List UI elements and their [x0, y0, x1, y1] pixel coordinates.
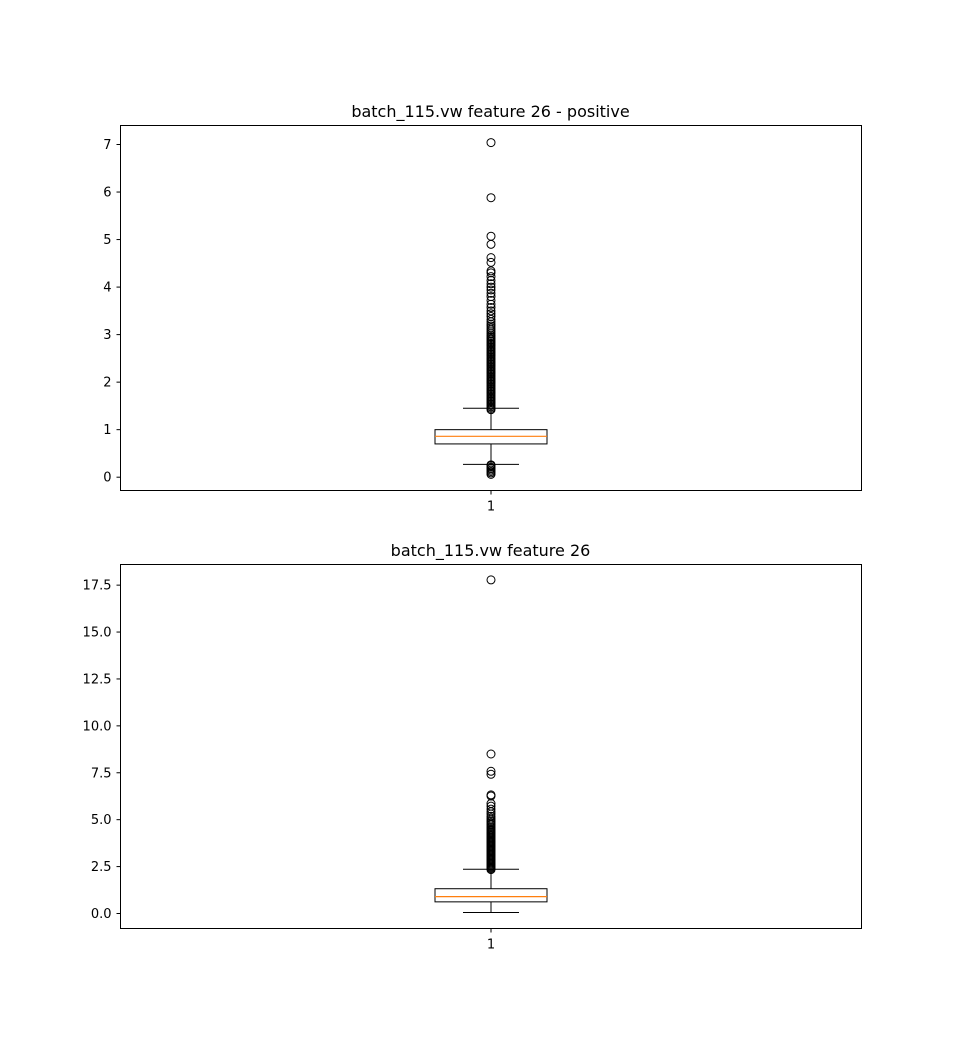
- y-tick-label: 5.0: [91, 813, 112, 828]
- outlier-point: [486, 288, 496, 298]
- y-tick-label: 12.5: [83, 672, 112, 687]
- y-tick-label: 10.0: [83, 719, 112, 734]
- outlier-point: [486, 303, 496, 313]
- x-tick-label: 1: [487, 500, 495, 515]
- y-tick-label: 0.0: [91, 907, 112, 922]
- outlier-point: [486, 460, 496, 470]
- y-tick-label: 5: [103, 233, 111, 248]
- outlier-point: [486, 295, 496, 305]
- y-tick-label: 15.0: [83, 626, 112, 641]
- outlier-point: [486, 266, 496, 276]
- y-tick-label: 7.5: [91, 766, 112, 781]
- outlier-point: [486, 282, 496, 292]
- outlier-point: [486, 193, 496, 203]
- outlier-point: [486, 804, 496, 814]
- y-tick-label: 3: [103, 328, 111, 343]
- outlier-point: [486, 312, 496, 322]
- chart-positive: batch_115.vw feature 26 - positive 0 1 2 3 4…: [103, 102, 862, 515]
- outlier-point: [486, 811, 496, 821]
- outlier-point: [486, 285, 496, 295]
- outlier-point: [486, 257, 496, 267]
- y-tick-label: 6: [103, 186, 111, 201]
- chart-title: batch_115.vw feature 26: [391, 541, 591, 561]
- plot-frame: [120, 125, 862, 491]
- outlier-point: [486, 231, 496, 241]
- outlier-point: [486, 801, 496, 811]
- outlier-point: [486, 749, 496, 759]
- box-iqr: [434, 888, 548, 903]
- outlier-point: [486, 306, 496, 316]
- outlier-point: [486, 253, 496, 263]
- outlier-point: [486, 292, 496, 302]
- outlier-point: [486, 575, 496, 585]
- y-tick-label: 2.5: [91, 860, 112, 875]
- y-tick-label: 2: [103, 376, 111, 391]
- x-tick-label: 1: [487, 938, 495, 953]
- outlier-point: [486, 272, 496, 282]
- outlier-point: [486, 766, 496, 776]
- y-tick-label: 7: [103, 138, 111, 153]
- outlier-point: [486, 279, 496, 289]
- outlier-point: [486, 239, 496, 249]
- outlier-point: [486, 138, 496, 148]
- y-tick-label: 1: [103, 423, 111, 438]
- outlier-point: [486, 314, 496, 324]
- chart-title: batch_115.vw feature 26 - positive: [351, 102, 629, 122]
- plot-frame: [120, 564, 862, 929]
- y-tick-label: 0: [103, 471, 111, 486]
- y-tick-label: 17.5: [83, 579, 112, 594]
- chart-all: batch_115.vw feature 26 0.0 2.5 5.0 7.5 10.0…: [83, 541, 862, 953]
- outlier-point: [486, 769, 496, 779]
- y-tick-label: 4: [103, 281, 111, 296]
- outlier-point: [486, 790, 496, 800]
- outlier-point: [486, 309, 496, 319]
